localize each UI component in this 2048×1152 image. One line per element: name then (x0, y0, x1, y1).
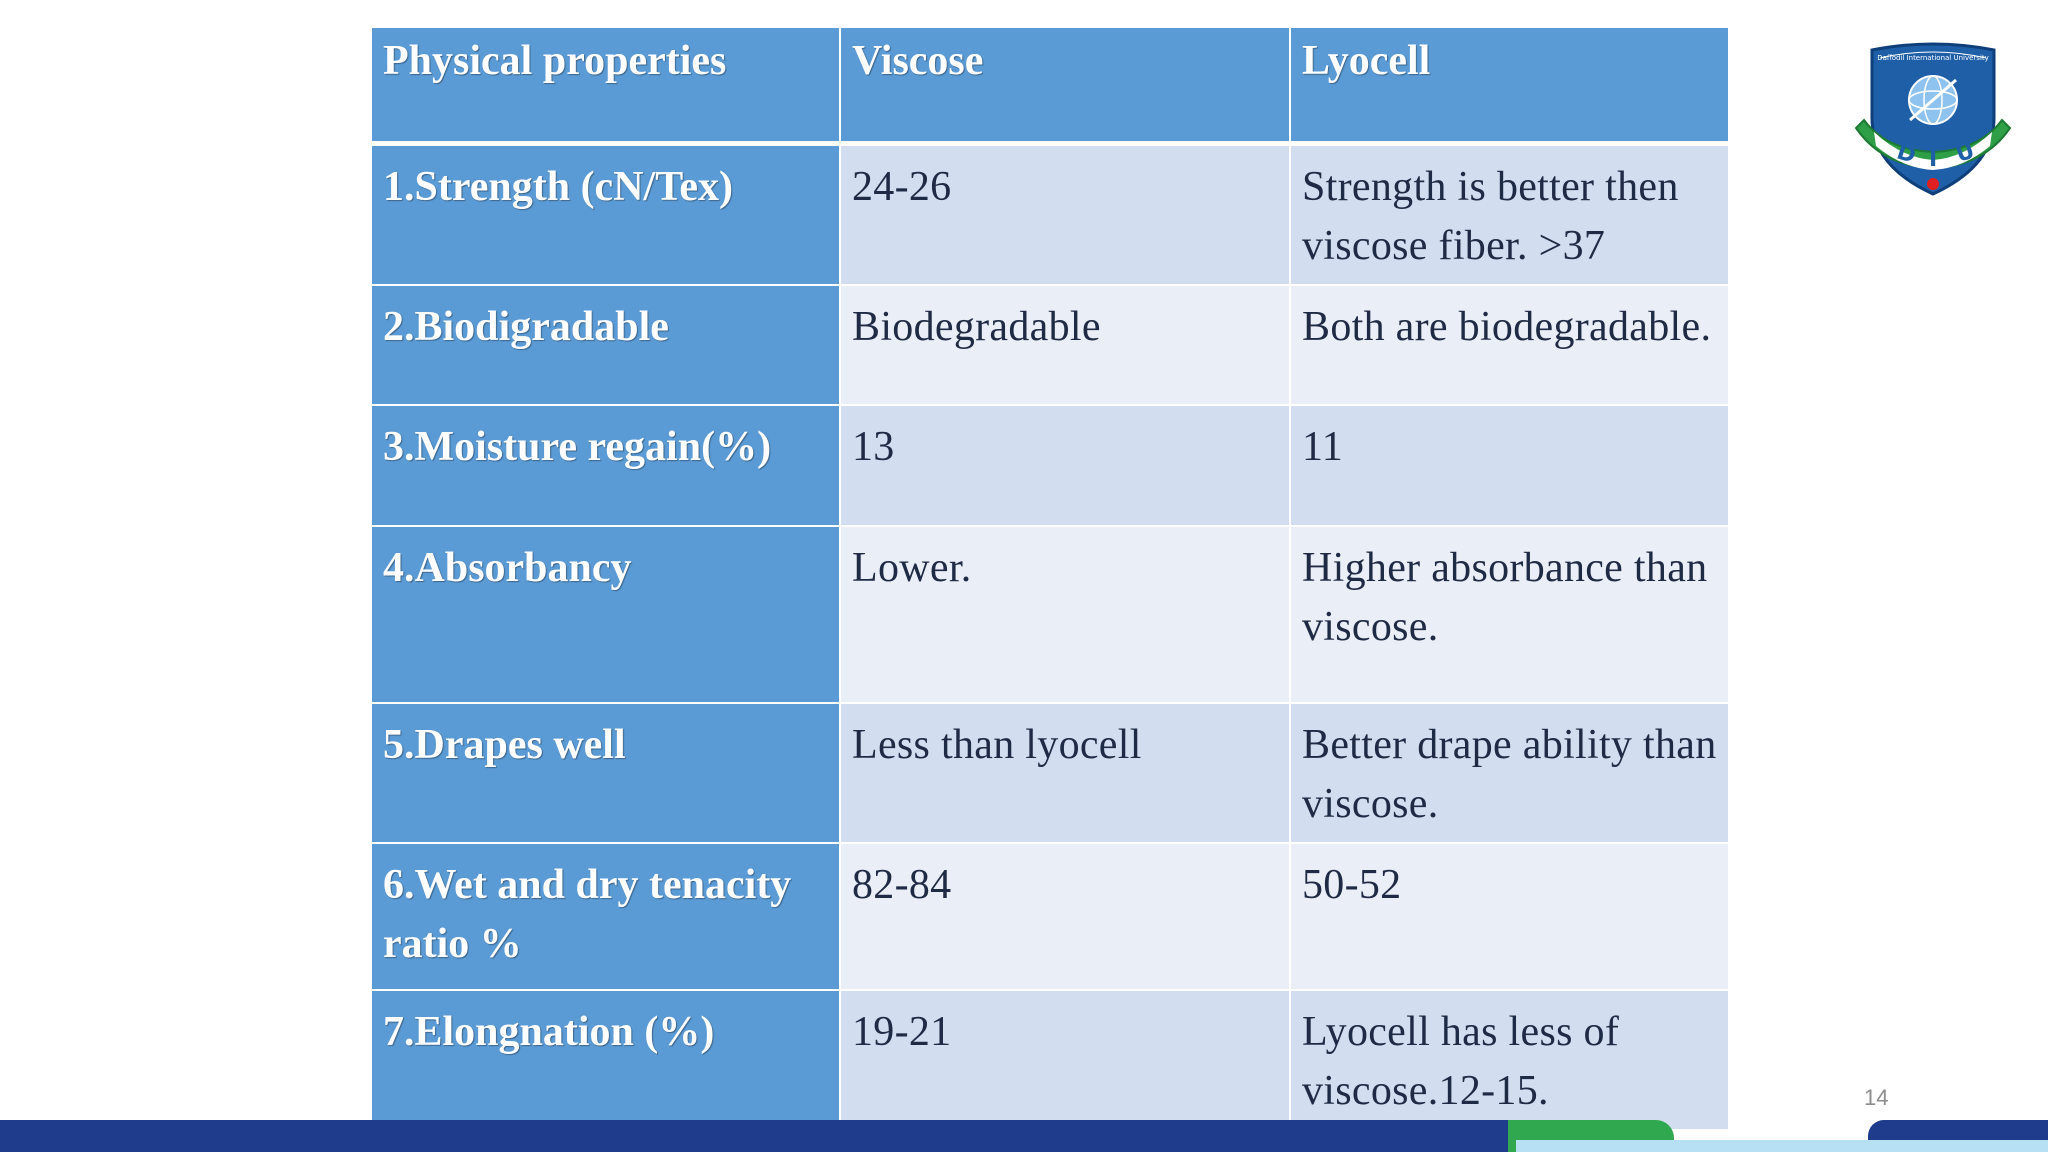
table-row: 4.Absorbancy Lower. Higher absorbance th… (372, 527, 1728, 704)
header-lyocell: Lyocell (1291, 28, 1728, 146)
properties-table: Physical properties Viscose Lyocell 1.St… (372, 28, 1728, 1131)
svg-text:Daffodil International Univers: Daffodil International University (1877, 54, 1989, 62)
viscose-cell: Biodegradable (841, 286, 1291, 406)
table-row: 2.Biodigradable Biodegradable Both are b… (372, 286, 1728, 406)
viscose-cell: 13 (841, 406, 1291, 527)
table-row: 6.Wet and dry tenacity ratio % 82-84 50-… (372, 844, 1728, 991)
footer-navy-right-accent (1868, 1120, 2048, 1140)
svg-text:I: I (1929, 147, 1937, 172)
table-row: 5.Drapes well Less than lyocell Better d… (372, 704, 1728, 844)
lyocell-cell: 11 (1291, 406, 1728, 527)
table-row: 7.Elongnation (%) 19-21 Lyocell has less… (372, 991, 1728, 1131)
viscose-cell: Less than lyocell (841, 704, 1291, 844)
viscose-cell: 82-84 (841, 844, 1291, 991)
property-cell: 4.Absorbancy (372, 527, 841, 704)
footer-bar (0, 1120, 1516, 1152)
table-row: 1.Strength (cN/Tex) 24-26 Strength is be… (372, 146, 1728, 286)
lyocell-cell: Lyocell has less of viscose.12-15. (1291, 991, 1728, 1131)
property-cell: 3.Moisture regain(%) (372, 406, 841, 527)
diu-logo: Daffodil International University D I U (1854, 42, 2012, 196)
property-cell: 1.Strength (cN/Tex) (372, 146, 841, 286)
table-header-row: Physical properties Viscose Lyocell (372, 28, 1728, 146)
lyocell-cell: Both are biodegradable. (1291, 286, 1728, 406)
lyocell-cell: 50-52 (1291, 844, 1728, 991)
viscose-cell: 19-21 (841, 991, 1291, 1131)
property-cell: 5.Drapes well (372, 704, 841, 844)
header-viscose: Viscose (841, 28, 1291, 146)
property-cell: 6.Wet and dry tenacity ratio % (372, 844, 841, 991)
lyocell-cell: Strength is better then viscose fiber. >… (1291, 146, 1728, 286)
table-row: 3.Moisture regain(%) 13 11 (372, 406, 1728, 527)
lyocell-cell: Better drape ability than viscose. (1291, 704, 1728, 844)
property-cell: 2.Biodigradable (372, 286, 841, 406)
header-physical-properties: Physical properties (372, 28, 841, 146)
viscose-cell: Lower. (841, 527, 1291, 704)
page-number: 14 (1864, 1085, 1889, 1110)
property-cell: 7.Elongnation (%) (372, 991, 841, 1131)
footer-light-accent (1516, 1140, 2048, 1152)
viscose-cell: 24-26 (841, 146, 1291, 286)
lyocell-cell: Higher absorbance than viscose. (1291, 527, 1728, 704)
